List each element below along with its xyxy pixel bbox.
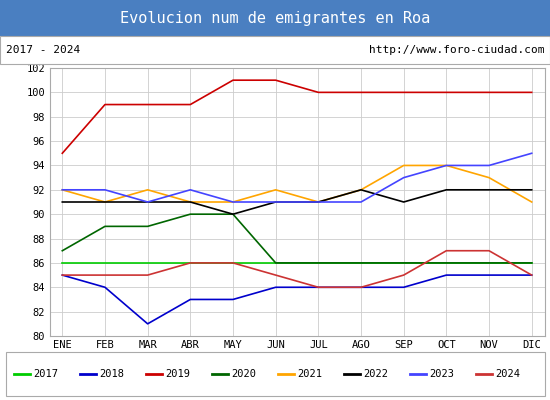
Text: 2018: 2018 — [99, 369, 124, 379]
Text: http://www.foro-ciudad.com: http://www.foro-ciudad.com — [369, 45, 544, 55]
Text: 2022: 2022 — [363, 369, 388, 379]
Text: 2017: 2017 — [33, 369, 58, 379]
Text: Evolucion num de emigrantes en Roa: Evolucion num de emigrantes en Roa — [120, 10, 430, 26]
Text: 2024: 2024 — [495, 369, 520, 379]
Text: 2017 - 2024: 2017 - 2024 — [6, 45, 80, 55]
Text: 2021: 2021 — [297, 369, 322, 379]
Text: 2019: 2019 — [165, 369, 190, 379]
Text: 2023: 2023 — [429, 369, 454, 379]
Text: 2020: 2020 — [231, 369, 256, 379]
